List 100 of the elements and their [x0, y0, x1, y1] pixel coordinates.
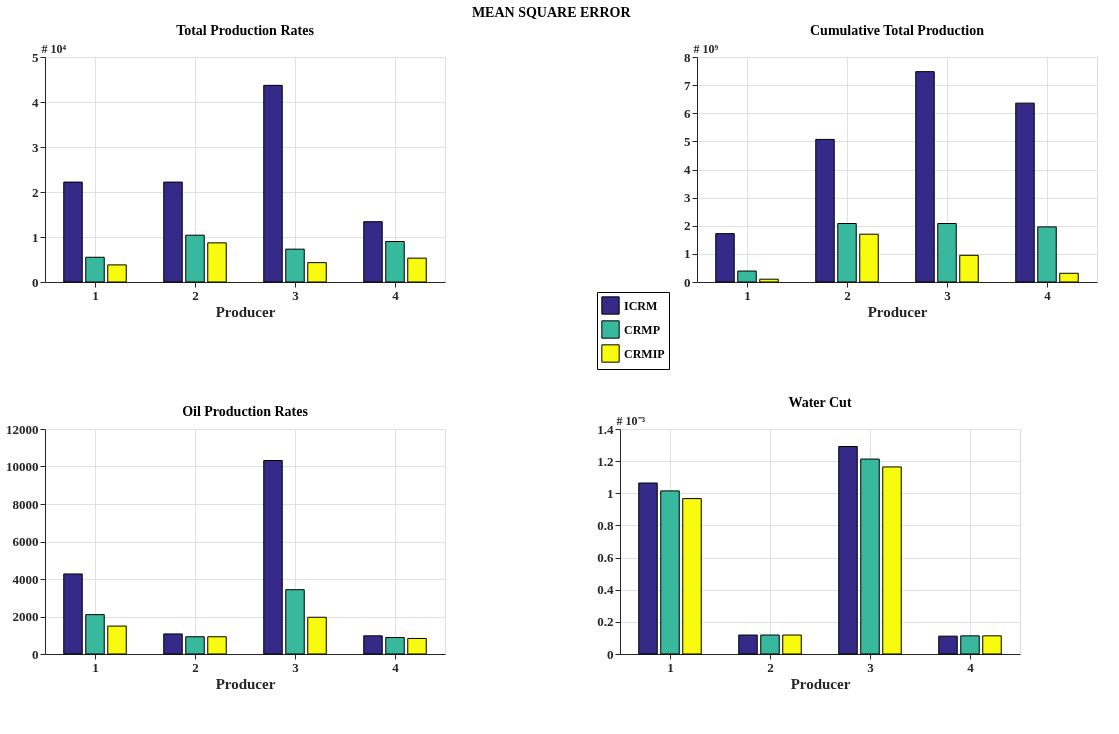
bar: [85, 614, 105, 655]
bar: [307, 616, 327, 655]
bar: [937, 223, 957, 283]
bar: [838, 446, 858, 655]
bar: [385, 241, 405, 283]
y-tick-label: 1: [684, 246, 691, 262]
y-axis-title: # 10⁴: [41, 41, 67, 56]
y-tick-label: 4: [684, 162, 691, 177]
x-tick-label: 2: [844, 287, 851, 303]
text: MEAN SQUARE ERROR: [471, 4, 632, 20]
x-axis-title: Producer: [790, 675, 851, 692]
y-tick-label: 6: [684, 105, 691, 121]
y-tick-label: 12000: [6, 421, 39, 437]
y-tick-label: 7: [684, 77, 691, 93]
x-tick-label: 3: [292, 287, 300, 303]
bar: [715, 233, 735, 283]
bar: [363, 221, 383, 283]
x-axis-title: Producer: [215, 675, 276, 692]
legend-label: CRMP: [624, 322, 660, 337]
bar: [85, 256, 105, 283]
chart-title: Oil Production Rates: [182, 404, 309, 419]
x-axis-title: Producer: [867, 303, 928, 320]
bar: [660, 490, 680, 655]
bar: [638, 482, 658, 655]
bar: [882, 466, 902, 655]
y-tick-label: 0: [684, 274, 691, 290]
chart-title: Cumulative Total Production: [810, 23, 985, 38]
y-tick-label: 2: [32, 184, 39, 200]
bar: [737, 270, 757, 283]
y-tick-label: 2000: [12, 609, 39, 624]
x-tick-label: 4: [1044, 287, 1052, 303]
bar: [1037, 226, 1057, 283]
x-tick-label: 4: [392, 659, 400, 675]
bar: [163, 633, 183, 655]
y-tick-label: 2: [684, 218, 691, 234]
chart-title: Total Production Rates: [176, 23, 315, 38]
bar: [1059, 272, 1079, 283]
x-tick-label: 1: [744, 287, 751, 303]
y-tick-label: 6000: [12, 534, 39, 549]
bar: [207, 242, 227, 283]
bar: [760, 634, 780, 655]
y-axis-title: # 10⁹: [693, 41, 719, 56]
x-axis-title: Producer: [215, 303, 276, 320]
bar: [837, 223, 857, 283]
bar: [263, 460, 283, 655]
x-tick-label: 2: [192, 287, 199, 303]
y-tick-label: 5: [32, 49, 39, 65]
y-tick-label: 4000: [12, 571, 39, 587]
bar: [185, 636, 205, 655]
bar: [407, 257, 427, 283]
legend-label: ICRM: [624, 298, 658, 313]
y-tick-label: 0: [32, 646, 39, 662]
y-tick-label: 1: [32, 229, 39, 245]
x-tick-label: 4: [967, 659, 975, 675]
y-tick-label: 10000: [6, 459, 39, 474]
y-tick-label: 8: [684, 49, 691, 65]
bar: [363, 635, 383, 655]
bar: [782, 634, 802, 655]
bar: [207, 636, 227, 655]
x-tick-label: 1: [92, 287, 99, 303]
bar: [385, 637, 405, 655]
bar: [982, 635, 1002, 655]
bar: [163, 181, 183, 283]
bar: [915, 71, 935, 283]
bar: [63, 181, 83, 283]
y-tick-label: 0: [32, 274, 39, 290]
x-tick-label: 4: [392, 287, 400, 303]
bar: [859, 233, 879, 283]
bar: [263, 84, 283, 283]
bar: [185, 234, 205, 283]
bar: [960, 635, 980, 655]
y-tick-label: 1.2: [597, 453, 614, 469]
legend-label: CRMIP: [624, 346, 665, 361]
bar: [682, 498, 702, 655]
x-tick-label: 2: [767, 659, 774, 675]
y-tick-label: 0: [607, 646, 614, 662]
bar: [307, 262, 327, 283]
y-tick-label: 0.6: [597, 550, 614, 566]
x-tick-label: 3: [944, 287, 952, 303]
bar: [407, 637, 427, 655]
bar: [759, 278, 779, 283]
y-tick-label: 0.2: [597, 614, 614, 630]
y-tick-label: 8000: [12, 496, 39, 512]
bar: [1015, 102, 1035, 283]
x-tick-label: 3: [292, 659, 300, 675]
bar: [107, 625, 127, 655]
y-tick-label: 0.4: [597, 582, 614, 598]
y-tick-label: 3: [684, 190, 691, 206]
x-tick-label: 2: [192, 659, 199, 675]
y-tick-label: 3: [32, 139, 39, 155]
bar: [959, 254, 979, 283]
chart-title: Water Cut: [788, 395, 852, 410]
y-tick-label: 5: [684, 133, 691, 149]
x-tick-label: 1: [92, 659, 99, 675]
bar: [107, 264, 127, 283]
y-tick-label: 1: [607, 485, 614, 501]
bar: [860, 458, 880, 655]
bar: [285, 589, 305, 655]
y-axis-title: # 10⁻³: [616, 413, 646, 428]
bar: [63, 573, 83, 655]
